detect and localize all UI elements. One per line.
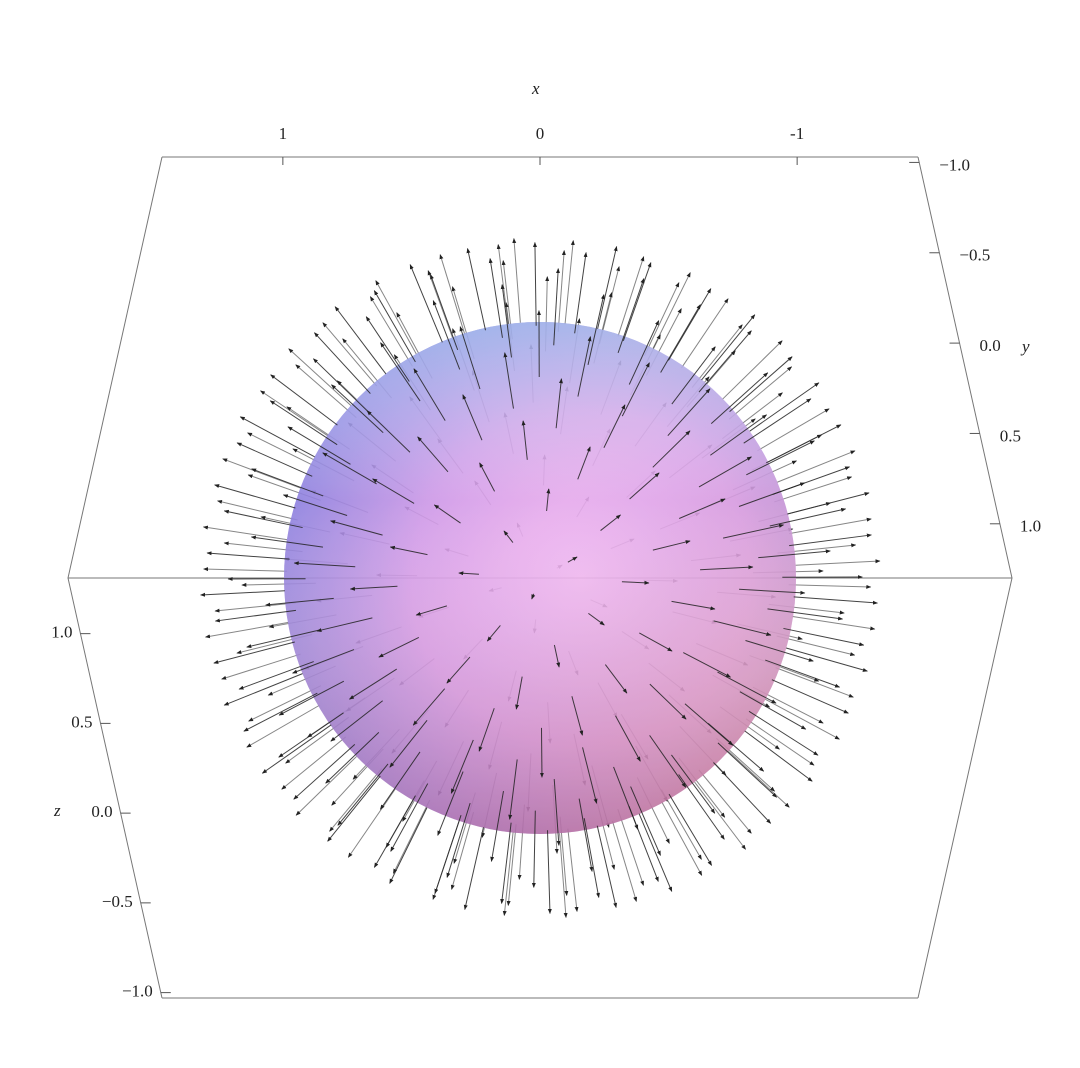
sphere-shade [284,322,796,834]
field-arrow [766,425,841,463]
z-tick-label: 1.0 [51,623,72,642]
field-arrow [702,315,755,380]
field-arrow [535,243,536,326]
field-arrow [730,357,793,412]
field-arrow [584,818,599,897]
field-arrow [548,830,550,913]
field-arrow [789,519,871,534]
field-arrow [679,775,725,840]
field-arrow [750,383,819,431]
field-arrow [653,273,690,349]
z-axis-label: z [53,801,61,820]
field-arrow [410,265,442,343]
field-arrow [203,527,287,540]
field-arrow [328,776,381,841]
field-arrow [206,622,289,637]
field-arrow [695,782,746,849]
field-arrow [661,305,701,373]
field-arrow [749,711,818,755]
field-arrow [244,693,317,731]
field-arrow [789,535,871,546]
field-arrow [296,756,357,815]
x-tick-label: 1 [279,124,288,143]
field-arrow [498,245,508,328]
z-tick-label: 0.5 [71,712,92,731]
field-arrow [668,289,710,361]
field-arrow [757,409,829,451]
field-arrow [644,283,678,356]
field-arrow [204,569,287,571]
field-arrow [727,750,789,807]
field-arrow [376,281,417,355]
field-arrow [744,399,811,443]
field-arrow [201,591,285,595]
field-arrow [514,239,520,323]
field-arrow [428,271,456,347]
field-arrow [575,253,586,334]
field-arrow [796,561,880,565]
field-arrow [765,699,839,739]
field-arrow [661,790,701,860]
field-arrow [699,770,751,833]
y-tick-label: 0.5 [1000,426,1021,445]
field-arrow [440,255,465,335]
field-arrow [618,257,644,337]
field-arrow [612,821,636,901]
field-arrow [786,648,867,671]
field-arrow [323,323,377,386]
y-tick-label: 1.0 [1020,517,1041,536]
z-tick-label: −0.5 [102,892,133,911]
field-arrow [558,251,564,332]
field-arrow [330,768,382,831]
field-arrow [431,275,458,350]
field-arrow [374,291,415,362]
x-axis-label: x [531,79,540,98]
y-tick-label: −1.0 [939,155,970,174]
field-arrow [215,610,296,621]
field-arrow [338,764,388,825]
z-tick-label: 0.0 [91,802,112,821]
field-arrow [783,628,863,645]
field-arrow [681,299,728,368]
field-arrow [565,241,573,325]
field-arrow [465,827,484,909]
z-tick-label: −1.0 [122,982,153,1001]
field-arrow [722,341,782,400]
field-arrow [568,829,577,912]
field-arrow [789,585,871,587]
field-arrow [776,668,854,698]
field-arrow [468,249,486,331]
x-tick-label: 0 [536,124,545,143]
field-arrow [623,263,651,341]
field-arrow [279,713,344,757]
field-arrow [787,493,869,514]
field-arrow [223,459,302,489]
sphere [284,322,796,834]
field-arrow [772,680,849,714]
field-arrow [207,553,290,559]
y-tick-label: −0.5 [959,246,990,265]
field-arrow [218,501,298,520]
field-arrow [639,814,672,892]
field-arrow [794,597,878,603]
y-tick-label: 0.0 [980,336,1001,355]
field-arrow [215,603,296,611]
y-axis-label: y [1020,337,1030,356]
field-arrow [699,331,751,392]
field-arrow [718,743,777,797]
field-arrow [239,662,314,690]
x-tick-label: -1 [790,124,804,143]
field-arrow [777,451,855,483]
field-arrow [289,349,351,406]
field-arrow [215,485,296,508]
field-arrow [271,375,338,425]
field-arrow [348,788,396,857]
field-arrow [374,796,415,868]
field-arrow [746,719,814,765]
field-arrow [260,391,329,437]
